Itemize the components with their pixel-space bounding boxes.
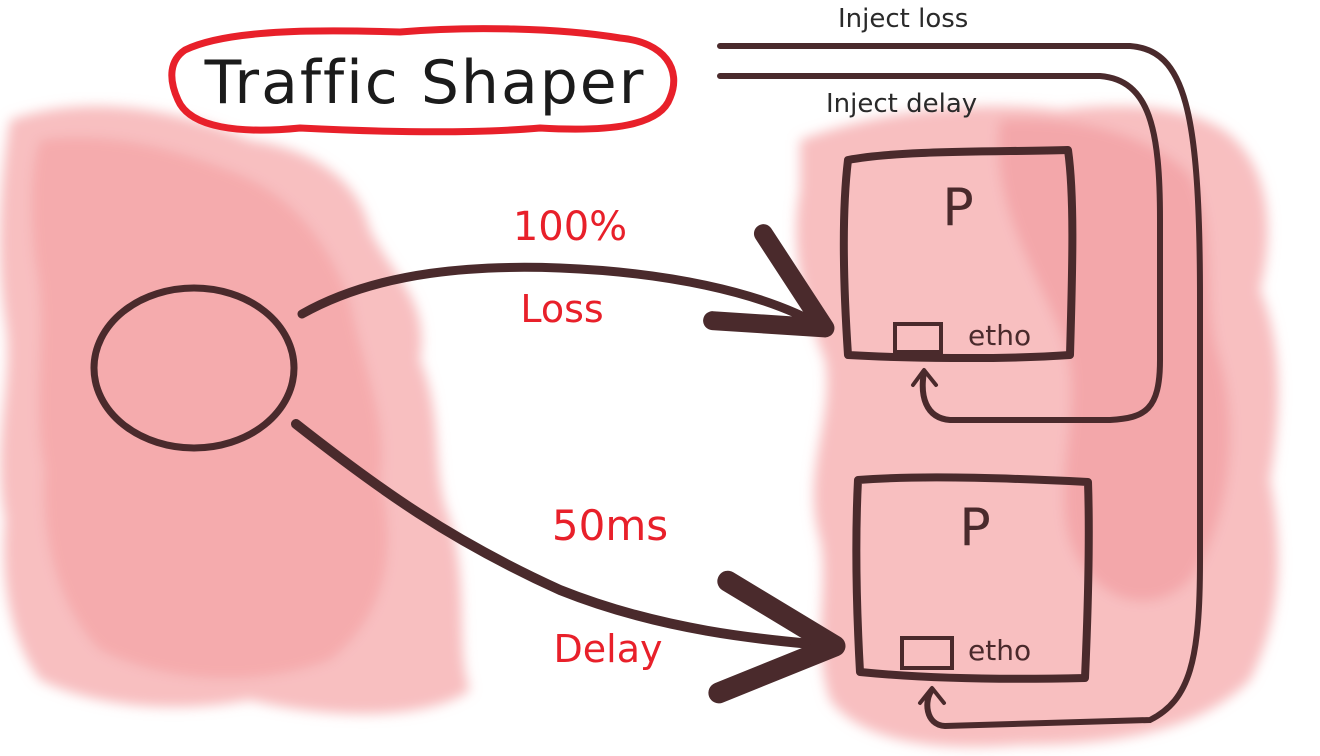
inject-loss-label: Inject loss [838,4,968,34]
interface-port-top [893,322,943,354]
pod-name-bottom: P [959,498,990,558]
left-watercolor-wash [0,106,470,714]
loss-value-label: 100% [513,204,627,250]
loss-text-label: Loss [520,287,603,331]
interface-label-bottom: etho [968,634,1031,667]
interface-port-bottom [900,636,954,670]
loss-link: 100% Loss [297,204,835,338]
interface-label-top: etho [968,319,1031,352]
delay-text-label: Delay [554,627,663,671]
source-node-circle [90,284,298,452]
inject-delay-label: Inject delay [826,89,977,119]
title-cloud: Traffic Shaper [168,25,678,136]
delay-value-label: 50ms [552,501,668,550]
pod-box-top: P etho [839,146,1077,363]
pod-name-top: P [942,178,973,238]
title-text: Traffic Shaper [204,48,646,118]
delay-link: 50ms Delay [291,419,846,704]
inject-delay-line: Inject delay [717,73,1163,423]
pod-box-bottom: P etho [852,473,1093,683]
inject-loss-line: Inject loss [717,4,1203,730]
right-watercolor-wash [796,106,1279,747]
